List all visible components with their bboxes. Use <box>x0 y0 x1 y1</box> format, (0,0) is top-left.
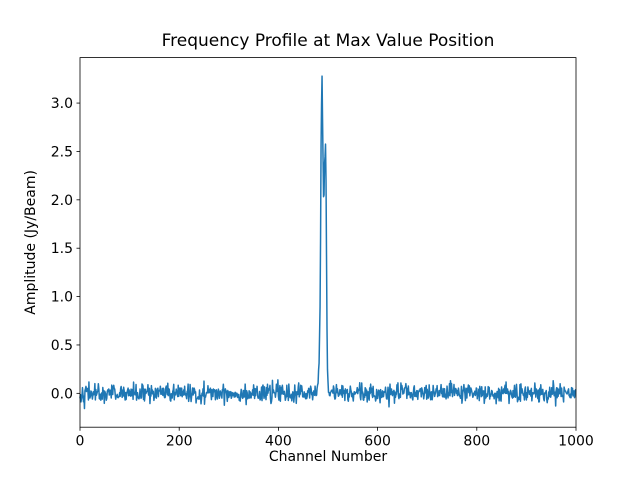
y-tick-label: 1.0 <box>51 290 73 306</box>
x-tick-label: 800 <box>463 434 490 450</box>
y-tick-label: 0.5 <box>51 338 73 354</box>
x-tick-label: 1000 <box>558 434 594 450</box>
y-tick-label: 0.0 <box>51 386 73 402</box>
y-tick-label: 2.5 <box>51 144 73 160</box>
plot-title: Frequency Profile at Max Value Position <box>162 31 495 51</box>
profile-line <box>79 75 577 410</box>
axes-layer: 0 200 400 600 800 1000 0.0 0.5 1.0 1.5 2.0 2.5 3.0 <box>51 57 594 450</box>
x-tick-label: 600 <box>364 434 391 450</box>
axes-frame <box>79 57 577 428</box>
y-tick-label: 1.5 <box>51 241 73 257</box>
x-tick-label: 0 <box>76 434 85 450</box>
y-axis-label: Amplitude (Jy/Beam) <box>23 170 39 315</box>
y-tick-label: 2.0 <box>51 193 73 209</box>
x-tick-label: 200 <box>166 434 193 450</box>
x-axis-label: Channel Number <box>269 449 387 465</box>
x-tick-label: 400 <box>265 434 292 450</box>
y-tick-label: 3.0 <box>51 96 73 112</box>
